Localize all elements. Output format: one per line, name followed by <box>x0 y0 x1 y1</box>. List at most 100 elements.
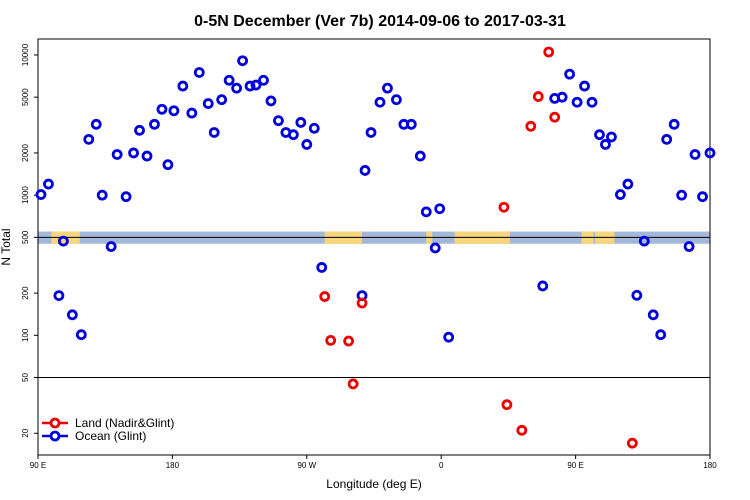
data-point <box>295 117 307 128</box>
data-point <box>443 331 455 343</box>
data-point <box>356 297 368 309</box>
data-point <box>697 191 708 203</box>
y-tick-label: 100 <box>21 328 30 342</box>
data-point <box>579 80 590 92</box>
data-point <box>202 98 214 109</box>
series-ocean <box>35 55 716 343</box>
y-tick-label: 1000 <box>21 186 30 204</box>
data-point <box>374 96 386 108</box>
data-point <box>600 139 611 150</box>
data-point <box>156 103 168 115</box>
data-point <box>359 165 371 176</box>
data-point <box>244 80 256 92</box>
data-point <box>316 262 328 273</box>
data-point <box>53 290 65 302</box>
data-point <box>689 149 701 160</box>
data-point <box>193 67 205 78</box>
data-point <box>223 74 235 86</box>
data-point <box>237 55 248 67</box>
legend-label: Ocean (Glint) <box>75 429 146 443</box>
data-point <box>325 334 337 346</box>
data-point <box>429 242 441 254</box>
data-point <box>343 335 355 347</box>
y-tick-label: 50 <box>21 373 30 382</box>
y-tick-label: 500 <box>21 230 30 244</box>
data-point <box>273 115 284 127</box>
data-point <box>405 118 417 130</box>
reference-lines <box>38 236 710 379</box>
x-axis: 90 E 180 90 W 0 90 E 180 <box>30 455 717 470</box>
data-point <box>647 309 659 321</box>
data-point <box>586 96 598 108</box>
data-point <box>704 147 716 159</box>
data-point <box>111 149 123 160</box>
x-tick-label: 90 E <box>30 461 46 470</box>
data-point <box>250 79 262 91</box>
x-tick-label: 180 <box>166 461 180 470</box>
legend-marker <box>49 430 61 442</box>
data-point <box>168 105 180 117</box>
data-point <box>532 91 544 102</box>
data-point <box>498 201 510 213</box>
data-point <box>287 129 299 141</box>
data-point <box>149 118 160 130</box>
data-point <box>141 150 153 162</box>
legend-label: Land (Nadir&Glint) <box>75 416 174 430</box>
data-point <box>683 241 695 252</box>
data-point <box>655 329 667 341</box>
data-point <box>365 127 377 138</box>
data-point <box>162 159 174 171</box>
data-point <box>564 68 576 80</box>
data-point <box>35 189 47 200</box>
y-axis-label: N Total <box>0 228 13 265</box>
legend: Land (Nadir&Glint)Ocean (Glint) <box>42 416 174 443</box>
data-point <box>208 127 220 138</box>
series-land <box>319 46 638 449</box>
x-tick-label: 0 <box>439 461 444 470</box>
data-point <box>626 437 638 449</box>
data-point <box>177 80 189 92</box>
plot-frame <box>37 38 711 456</box>
data-point <box>319 291 331 302</box>
data-point <box>120 191 132 203</box>
data-point <box>90 118 102 130</box>
data-point <box>83 133 95 145</box>
data-point <box>549 111 561 123</box>
data-point <box>308 122 320 134</box>
y-tick-label: 20 <box>21 428 30 437</box>
data-point <box>676 189 688 201</box>
y-axis: 20 50 100 200 500 1000 2000 5000 10000 <box>21 43 38 438</box>
data-point <box>516 424 528 436</box>
data-point <box>390 94 402 106</box>
data-point <box>105 241 117 252</box>
data-point <box>258 74 269 86</box>
data-point <box>75 329 87 341</box>
data-point <box>186 107 198 119</box>
data-point <box>615 189 626 200</box>
data-point <box>543 46 555 58</box>
data-point <box>66 309 78 321</box>
data-point <box>128 147 139 159</box>
data-point <box>668 118 680 130</box>
data-point <box>96 189 108 201</box>
data-point <box>525 120 537 132</box>
y-tick-label: 2000 <box>21 143 30 161</box>
data-point <box>382 82 393 94</box>
data-point <box>606 131 617 143</box>
y-tick-label: 5000 <box>21 88 30 106</box>
x-tick-label: 90 W <box>297 461 316 470</box>
x-tick-label: 180 <box>703 461 717 470</box>
legend-marker <box>49 417 61 429</box>
data-point <box>347 378 359 390</box>
data-point <box>631 289 643 301</box>
data-point <box>571 96 583 108</box>
data-point <box>556 91 568 103</box>
data-point <box>434 203 446 215</box>
data-points <box>35 46 716 449</box>
data-point <box>43 178 54 190</box>
data-point <box>622 178 634 190</box>
data-point <box>594 129 605 141</box>
data-point <box>301 139 313 150</box>
data-point <box>265 95 277 107</box>
data-point <box>661 133 673 145</box>
